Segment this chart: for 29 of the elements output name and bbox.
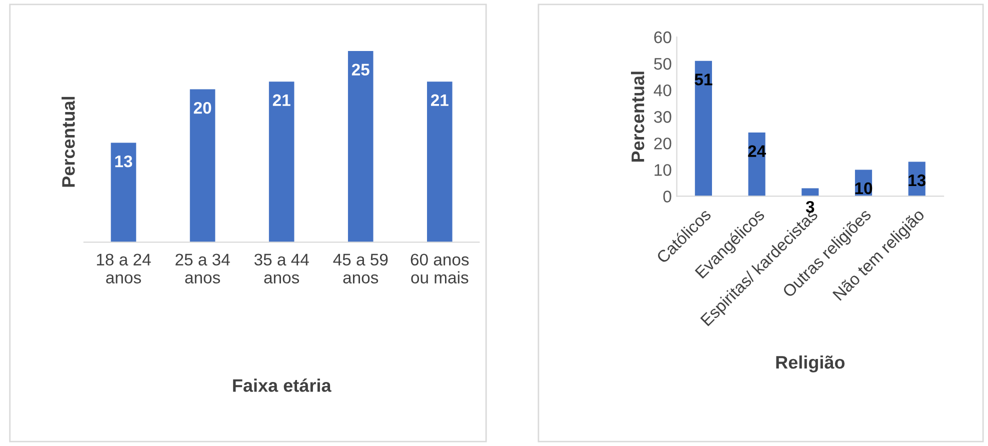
bar [110,142,136,242]
y-tick-label: 30 [654,111,672,123]
bar [694,60,712,196]
data-label: 21 [430,94,448,106]
y-tick-label: 50 [654,58,672,70]
y-tick-label: 40 [654,84,672,96]
data-label: 21 [272,94,290,106]
x-tick-label: 45 a 59 anos [333,254,388,284]
data-label: 20 [194,102,212,114]
bar [190,89,216,242]
x-tick-label: 60 anos ou mais [410,254,469,284]
y-tick-label: 10 [654,164,672,176]
data-label: 13 [908,174,926,186]
x-tick-label: 35 a 44 anos [254,254,309,284]
x-axis-title: Faixa etária [233,378,332,392]
y-axis-title: Percentual [630,72,644,162]
x-axis-title: Religião [776,355,845,372]
x-tick-label: 25 a 34 anos [176,254,230,284]
y-tick-label: 0 [663,190,672,202]
data-label: 3 [806,200,814,213]
y-tick-label: 20 [654,138,672,150]
y-tick-label: 60 [654,31,672,44]
bar [268,82,294,242]
y-axis-title: Percentual [62,96,75,187]
bar [427,82,452,242]
x-tick-label: 18 a 24 anos [96,254,151,284]
bar [348,51,374,242]
data-label: 25 [352,64,370,76]
data-label: 13 [115,155,132,168]
